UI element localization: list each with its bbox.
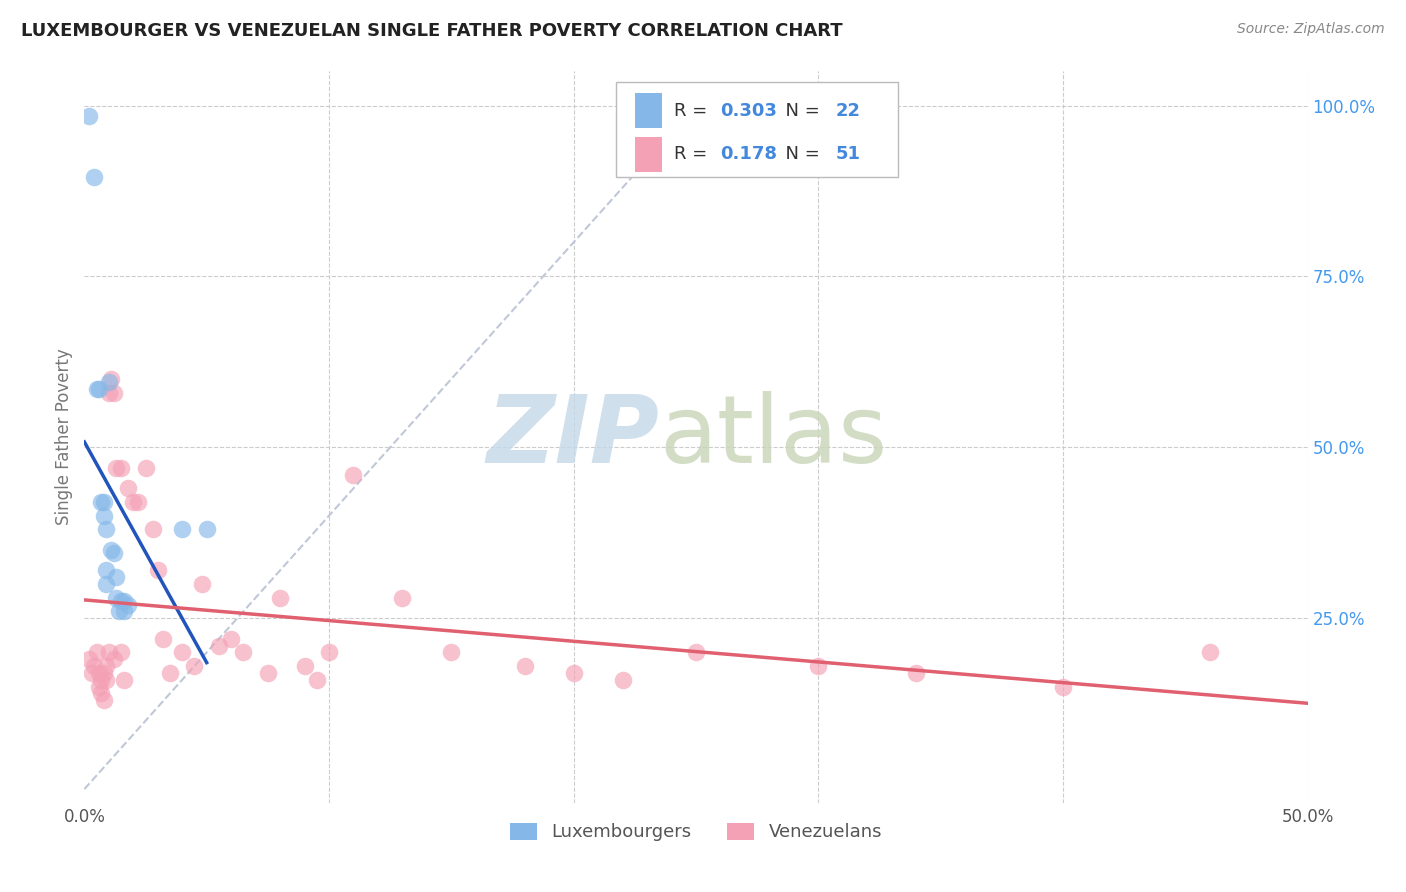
Point [93, 693, 115, 707]
Point [103, 546, 125, 560]
Point [105, 460, 128, 475]
Point [83, 659, 105, 673]
Text: LUXEMBOURGER VS VENEZUELAN SINGLE FATHER POVERTY CORRELATION CHART: LUXEMBOURGER VS VENEZUELAN SINGLE FATHER… [21, 22, 842, 40]
Point [103, 652, 125, 666]
Point [90, 673, 112, 687]
Point [110, 594, 132, 608]
Point [685, 645, 707, 659]
Text: ZIP: ZIP [486, 391, 659, 483]
Point [87, 680, 110, 694]
Point [342, 467, 364, 482]
Point [117, 598, 139, 612]
Point [440, 645, 463, 659]
Point [96, 673, 118, 687]
FancyBboxPatch shape [636, 93, 662, 128]
Text: R =: R = [673, 102, 713, 120]
Point [269, 591, 291, 605]
Point [80, 665, 103, 680]
Point [83, 170, 105, 185]
Point [135, 460, 157, 475]
Point [117, 481, 139, 495]
Point [294, 659, 316, 673]
Point [96, 659, 118, 673]
Point [183, 659, 205, 673]
Point [172, 522, 194, 536]
Point [172, 645, 194, 659]
Point [1052, 680, 1074, 694]
Text: 22: 22 [835, 102, 860, 120]
Point [103, 385, 125, 400]
Point [77, 652, 100, 666]
Text: N =: N = [775, 102, 825, 120]
Point [219, 632, 242, 646]
FancyBboxPatch shape [636, 136, 662, 172]
Text: 0.178: 0.178 [720, 145, 778, 163]
Y-axis label: Single Father Poverty: Single Father Poverty [55, 349, 73, 525]
Point [100, 542, 122, 557]
Point [97, 376, 120, 390]
Text: N =: N = [775, 145, 825, 163]
Text: 51: 51 [835, 145, 860, 163]
Point [86, 645, 108, 659]
Point [96, 563, 118, 577]
Text: Source: ZipAtlas.com: Source: ZipAtlas.com [1237, 22, 1385, 37]
Point [257, 665, 280, 680]
Point [112, 673, 135, 687]
Point [127, 495, 149, 509]
Point [90, 686, 112, 700]
Text: 0.303: 0.303 [720, 102, 778, 120]
Point [93, 665, 115, 680]
Point [562, 665, 585, 680]
Point [122, 495, 145, 509]
Point [77, 109, 100, 123]
Point [318, 645, 340, 659]
Point [97, 645, 120, 659]
Point [391, 591, 413, 605]
Point [110, 645, 132, 659]
Point [905, 665, 928, 680]
Legend: Luxembourgers, Venezuelans: Luxembourgers, Venezuelans [502, 815, 890, 848]
Point [112, 604, 135, 618]
Point [110, 460, 132, 475]
Point [112, 594, 135, 608]
Point [142, 522, 165, 536]
Point [87, 665, 110, 680]
Point [1198, 645, 1220, 659]
Point [93, 508, 115, 523]
Point [195, 522, 218, 536]
Point [87, 382, 110, 396]
FancyBboxPatch shape [616, 82, 898, 178]
Point [208, 639, 231, 653]
Point [86, 382, 108, 396]
Point [305, 673, 328, 687]
Point [191, 577, 214, 591]
Point [612, 673, 634, 687]
Point [90, 495, 112, 509]
Text: R =: R = [673, 145, 713, 163]
Point [513, 659, 536, 673]
Point [100, 372, 122, 386]
Point [93, 495, 115, 509]
Point [232, 645, 254, 659]
Point [96, 522, 118, 536]
Point [105, 591, 128, 605]
Point [146, 563, 169, 577]
Point [152, 632, 174, 646]
Text: atlas: atlas [659, 391, 887, 483]
Point [807, 659, 830, 673]
Point [107, 604, 129, 618]
Point [159, 665, 181, 680]
Point [105, 570, 128, 584]
Point [96, 577, 118, 591]
Point [97, 385, 120, 400]
